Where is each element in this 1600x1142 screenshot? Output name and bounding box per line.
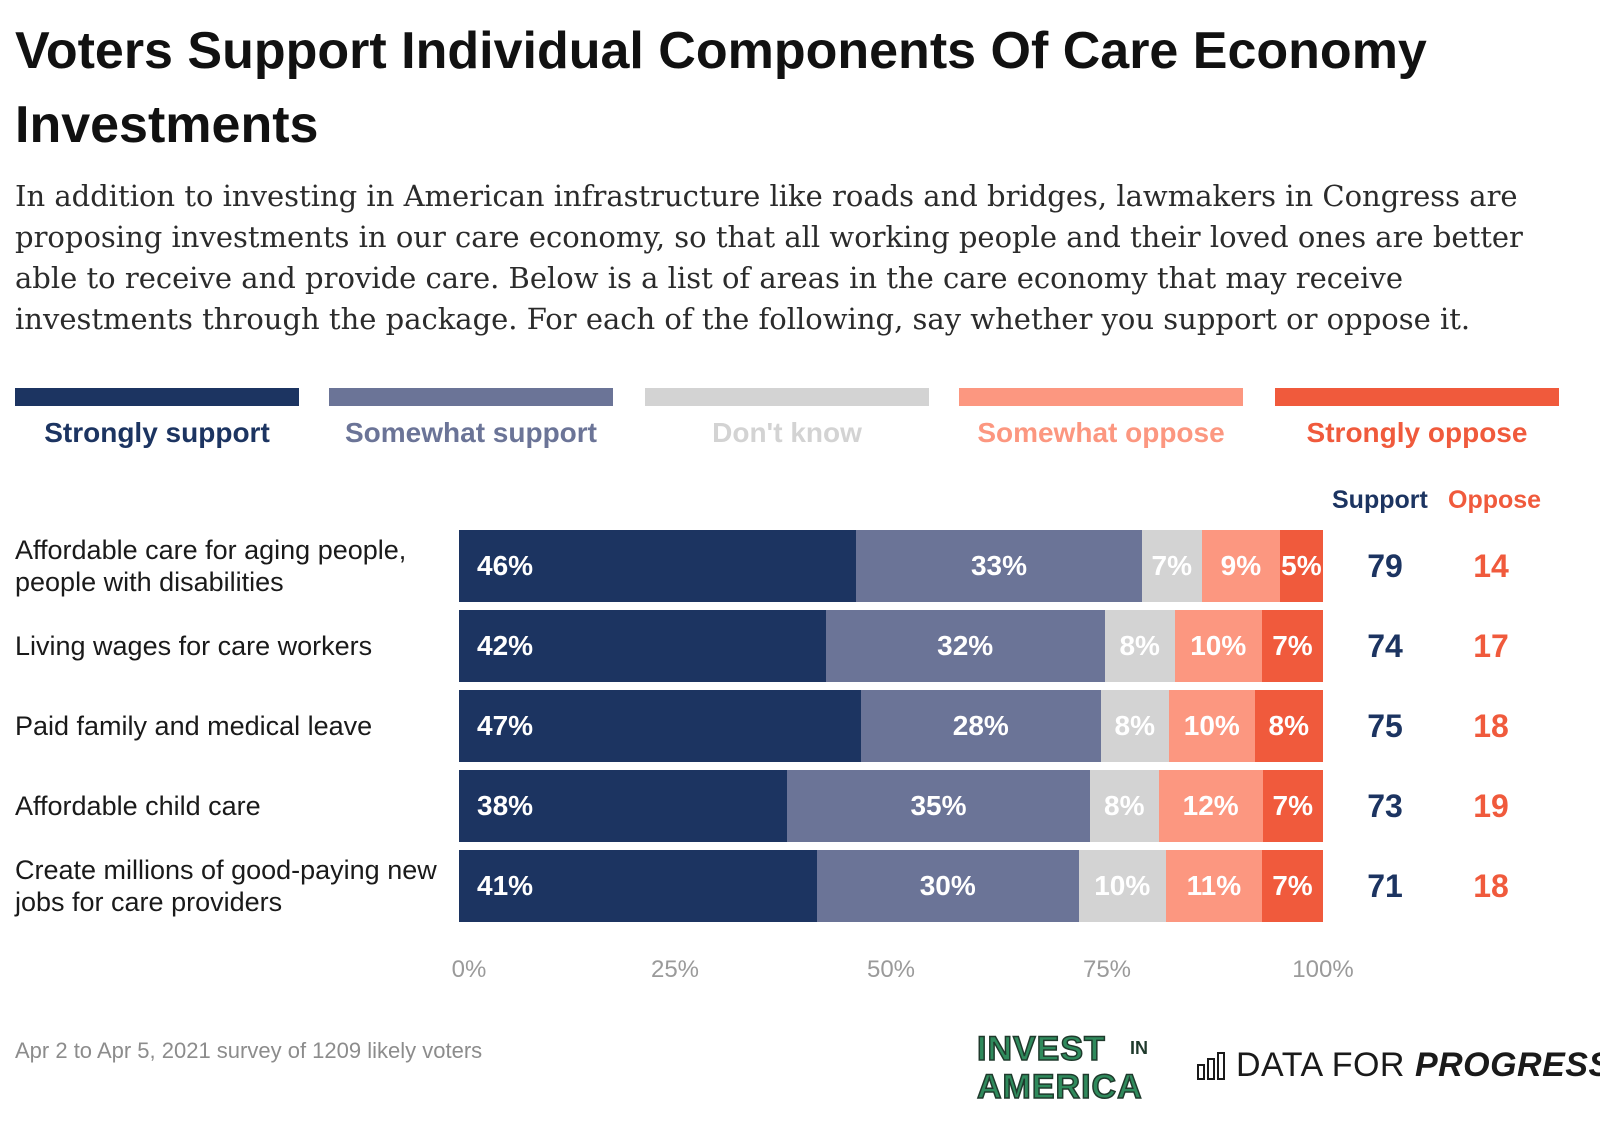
oppose-column-header: Oppose <box>1448 486 1542 514</box>
bar-segment-dont-know: 8% <box>1104 610 1175 682</box>
legend-swatch-somewhat-support <box>329 388 613 406</box>
x-tick-label: 100% <box>1292 956 1354 983</box>
bar-segment-strongly-oppose: 7% <box>1262 770 1323 842</box>
bar-segment-somewhat-support: 28% <box>861 690 1101 762</box>
bar-segment-somewhat-support: 32% <box>825 610 1105 682</box>
oppose-total: 18 <box>1473 707 1509 744</box>
bar-segment-somewhat-oppose: 11% <box>1165 850 1262 922</box>
bar-segment-strongly-support: 38% <box>459 770 788 842</box>
x-tick-label: 0% <box>451 956 487 983</box>
data-for-progress-logo: DATA FOR PROGRESS <box>1196 1046 1600 1085</box>
category-label: Affordable child care <box>15 791 261 821</box>
legend-label-somewhat-oppose: Somewhat oppose <box>977 417 1225 448</box>
bar-segment-strongly-support: 41% <box>459 850 817 922</box>
logo-america-text: AMERICA <box>977 1068 1143 1102</box>
dfp-wordmark: DATA FOR PROGRESS <box>1236 1046 1600 1085</box>
legend-item-strongly-support: Strongly support <box>15 388 299 450</box>
support-total: 79 <box>1367 547 1403 584</box>
category-label: Living wages for care workers <box>15 631 373 661</box>
oppose-total: 17 <box>1473 627 1509 664</box>
legend-label-strongly-oppose: Strongly oppose <box>1306 417 1528 448</box>
legend-item-dont-know: Don't know <box>645 388 929 450</box>
legend-swatch-strongly-oppose <box>1275 388 1559 406</box>
oppose-total: 18 <box>1473 867 1509 904</box>
oppose-total: 14 <box>1473 547 1509 584</box>
bar-segment-dont-know: 8% <box>1089 770 1159 842</box>
bar-segment-somewhat-support: 35% <box>787 770 1090 842</box>
bar-chart-icon <box>1197 1051 1225 1080</box>
bar-segment-dont-know: 7% <box>1141 530 1203 602</box>
legend-label-somewhat-support: Somewhat support <box>344 417 597 448</box>
legend-label-strongly-support: Strongly support <box>44 417 270 448</box>
support-total: 74 <box>1367 627 1403 664</box>
legend-swatch-strongly-support <box>15 388 299 406</box>
survey-footnote: Apr 2 to Apr 5, 2021 survey of 1209 like… <box>15 1038 483 1063</box>
logo-in-text: IN <box>1130 1038 1148 1058</box>
category-label: Paid family and medical leave <box>15 711 373 741</box>
bar-segment-strongly-oppose: 8% <box>1254 690 1323 762</box>
legend-label-dont-know: Don't know <box>712 417 862 448</box>
support-total: 75 <box>1367 707 1403 744</box>
invest-in-america-logo: INVEST IN AMERICA <box>975 1030 1165 1102</box>
bar-segment-somewhat-oppose: 10% <box>1169 690 1255 762</box>
category-label: Affordable care for aging people, people… <box>15 535 407 597</box>
support-column-header: Support <box>1332 486 1428 514</box>
legend-item-somewhat-support: Somewhat support <box>329 388 613 450</box>
bar-segment-strongly-oppose: 7% <box>1261 610 1323 682</box>
bar-segment-strongly-support: 46% <box>459 530 857 602</box>
logo-invest-text: INVEST <box>977 1030 1106 1068</box>
bar-segment-dont-know: 10% <box>1078 850 1166 922</box>
oppose-total: 19 <box>1473 787 1509 824</box>
dfp-prefix: DATA FOR <box>1236 1046 1405 1084</box>
x-tick-label: 50% <box>866 956 916 983</box>
x-tick-label: 75% <box>1082 956 1132 983</box>
bar-segment-somewhat-oppose: 12% <box>1158 770 1263 842</box>
legend-swatch-dont-know <box>645 388 929 406</box>
bar-segment-somewhat-oppose: 9% <box>1202 530 1280 602</box>
bar-segment-somewhat-support: 30% <box>816 850 1079 922</box>
category-label: Create millions of good-paying new jobs … <box>15 855 437 917</box>
bar-segment-somewhat-oppose: 10% <box>1174 610 1262 682</box>
bar-segment-somewhat-support: 33% <box>856 530 1142 602</box>
bar-segment-strongly-support: 47% <box>459 690 862 762</box>
legend-item-somewhat-oppose: Somewhat oppose <box>959 388 1243 450</box>
legend-item-strongly-oppose: Strongly oppose <box>1275 388 1559 450</box>
bar-segment-strongly-oppose: 7% <box>1261 850 1323 922</box>
bar-segment-dont-know: 8% <box>1100 690 1169 762</box>
chart-subtitle: In addition to investing in American inf… <box>15 179 1523 336</box>
legend-swatch-somewhat-oppose <box>959 388 1243 406</box>
support-total: 73 <box>1367 787 1403 824</box>
bar-segment-strongly-oppose: 5% <box>1279 530 1323 602</box>
chart-title: Voters Support Individual Components Of … <box>15 22 1427 154</box>
bar-segment-strongly-support: 42% <box>459 610 826 682</box>
support-total: 71 <box>1367 867 1403 904</box>
x-tick-label: 25% <box>650 956 700 983</box>
dfp-suffix: PROGRESS <box>1414 1046 1600 1084</box>
